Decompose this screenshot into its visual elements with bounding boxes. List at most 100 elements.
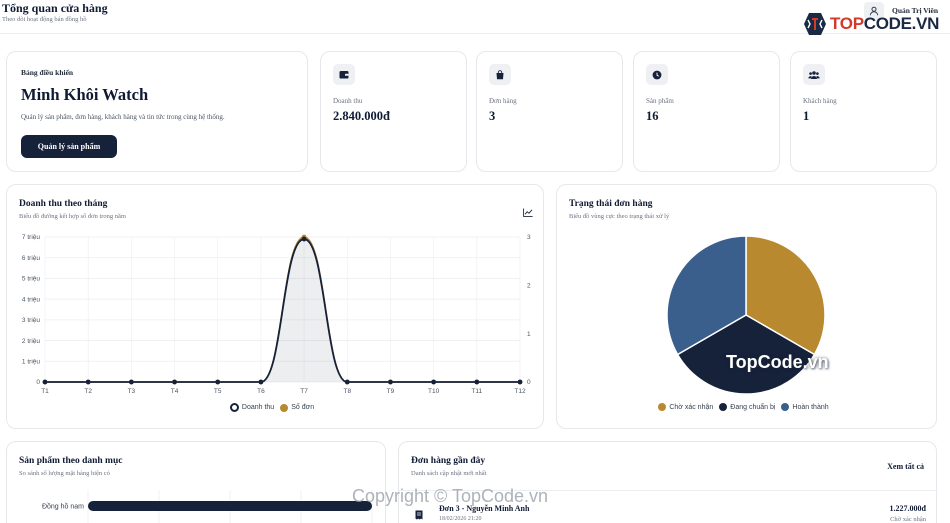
- legend-marker: [781, 403, 790, 411]
- x-tick-label: T8: [343, 388, 351, 395]
- data-point-revenue: [431, 379, 437, 385]
- users-icon: [803, 64, 825, 85]
- chart-line-icon[interactable]: [523, 204, 533, 222]
- logo-text-suffix: CODE.VN: [863, 14, 940, 33]
- y-tick-label: 5 triệu: [22, 276, 40, 283]
- legend-item: Số đơn: [280, 403, 314, 412]
- x-tick-label: T2: [84, 388, 92, 395]
- category-bar: [88, 501, 372, 511]
- x-tick-label: T4: [171, 388, 179, 395]
- category-label: Đồng hồ nam: [42, 502, 84, 511]
- y-right-tick-label: 0: [527, 379, 531, 386]
- order-row[interactable]: Đơn 3 - Nguyễn Minh Anh 18/02/2026 21:20…: [399, 497, 938, 523]
- card-title: Doanh thu theo tháng: [19, 199, 108, 209]
- revenue-chart-legend: Doanh thu Số đơn: [6, 403, 544, 412]
- x-tick-label: T6: [257, 388, 265, 395]
- user-name[interactable]: Quản Trị Viên: [892, 6, 938, 15]
- y-right-tick-label: 3: [527, 234, 531, 241]
- stat-label: Doanh thu: [333, 97, 363, 105]
- hero-card: Bảng điều khiển Minh Khôi Watch Quản lý …: [6, 51, 308, 172]
- order-divider: [399, 490, 938, 491]
- category-bar-chart: Đồng hồ nam: [42, 490, 373, 523]
- card-subtitle: Biểu đồ đường kết hợp số đơn trong năm: [19, 213, 126, 220]
- legend-marker: [719, 403, 728, 411]
- stat-card-orders: Đơn hàng 3: [476, 51, 623, 172]
- store-name: Minh Khôi Watch: [21, 85, 149, 104]
- stat-value: 16: [646, 109, 659, 123]
- y-tick-label: 2 triệu: [22, 338, 40, 345]
- y-tick-label: 6 triệu: [22, 255, 40, 262]
- x-tick-label: T10: [428, 388, 440, 395]
- data-point-revenue: [172, 379, 177, 385]
- card-title: Sản phẩm theo danh mục: [19, 456, 123, 466]
- hero-kicker: Bảng điều khiển: [21, 68, 74, 77]
- y-tick-label: 0: [36, 379, 40, 386]
- legend-item: Hoàn thành: [781, 403, 829, 411]
- y-right-tick-label: 2: [527, 283, 531, 290]
- stat-label: Sản phẩm: [646, 97, 674, 105]
- x-tick-label: T11: [471, 388, 482, 395]
- legend-label: Doanh thu: [241, 404, 275, 411]
- stat-label: Đơn hàng: [489, 97, 517, 105]
- user-icon[interactable]: [864, 2, 884, 20]
- recent-orders-card: Đơn hàng gần đây Danh sách cập nhật mới …: [398, 441, 938, 523]
- data-point-revenue: [474, 379, 480, 385]
- hero-description: Quản lý sản phẩm, đơn hàng, khách hàng v…: [21, 113, 225, 121]
- revenue-chart-card: Doanh thu theo tháng Biểu đồ đường kết h…: [6, 184, 544, 429]
- logo-text-prefix: TOP: [830, 14, 864, 33]
- x-tick-label: T1: [41, 388, 49, 395]
- stat-value: 2.840.000đ: [333, 109, 390, 123]
- legend-item: Doanh thu: [229, 403, 275, 412]
- manage-products-button[interactable]: Quản lý sản phẩm: [21, 135, 117, 158]
- x-tick-label: T5: [214, 388, 222, 395]
- clock-icon: [646, 64, 668, 85]
- data-point-revenue: [388, 379, 393, 385]
- legend-label: Hoàn thành: [792, 403, 829, 411]
- pie-slice: [666, 235, 747, 356]
- legend-label: Đang chuẩn bị: [730, 403, 776, 411]
- view-all-link[interactable]: Xem tất cả: [887, 462, 924, 471]
- x-tick-label: T3: [128, 388, 136, 395]
- legend-marker: [658, 403, 667, 411]
- x-tick-label: T12: [514, 388, 526, 395]
- legend-item: Đang chuẩn bị: [719, 403, 775, 411]
- card-subtitle: Danh sách cập nhật mới nhất: [411, 470, 487, 477]
- revenue-line-chart: 0 1 triệu 2 triệu 3 triệu 4 triệu 5 triệu 6 tr…: [22, 234, 531, 395]
- card-title: Trạng thái đơn hàng: [569, 199, 653, 209]
- legend-label: Số đơn: [291, 404, 315, 411]
- x-tick-label: T9: [387, 388, 395, 395]
- data-point-revenue: [128, 379, 134, 385]
- order-date: 18/02/2026 21:20: [439, 516, 482, 522]
- x-tick-label: T7: [300, 388, 308, 395]
- data-point-revenue: [42, 379, 48, 385]
- page-subtitle: Theo dõi hoạt động bán đồng hồ: [2, 16, 87, 23]
- data-point-revenue: [301, 236, 307, 242]
- y-tick-label: 1 triệu: [22, 358, 40, 365]
- data-point-revenue: [517, 379, 523, 385]
- legend-marker: [280, 403, 289, 412]
- data-point-revenue: [85, 379, 91, 385]
- legend-item: Chờ xác nhận: [658, 403, 713, 411]
- y-tick-label: 7 triệu: [22, 234, 40, 241]
- card-title: Đơn hàng gần đây: [411, 456, 486, 466]
- stat-card-customers: Khách hàng 1: [790, 51, 937, 172]
- stat-label: Khách hàng: [803, 97, 837, 105]
- stat-value: 3: [489, 109, 496, 123]
- card-subtitle: Biểu đồ vùng cực theo trạng thái xử lý: [569, 213, 670, 220]
- data-point-revenue: [215, 379, 221, 385]
- receipt-icon: [415, 507, 423, 523]
- data-point-revenue: [344, 379, 350, 385]
- order-status: Chờ xác nhận: [890, 516, 926, 523]
- wallet-icon: [333, 64, 355, 85]
- pie-slice: [745, 235, 826, 356]
- pie-slice: [676, 314, 816, 395]
- stat-card-revenue: Doanh thu 2.840.000đ: [320, 51, 467, 172]
- logo-mark-icon: [802, 11, 828, 37]
- y-right-tick-label: 1: [527, 331, 531, 338]
- top-bar: Tổng quan cửa hàng Theo dõi hoạt động bá…: [0, 0, 950, 34]
- order-status-pie-chart: [666, 235, 826, 395]
- y-tick-label: 4 triệu: [22, 296, 40, 303]
- order-name: Đơn 3 - Nguyễn Minh Anh: [439, 504, 530, 513]
- y-tick-label: 3 triệu: [22, 317, 40, 324]
- legend-marker: [229, 403, 239, 412]
